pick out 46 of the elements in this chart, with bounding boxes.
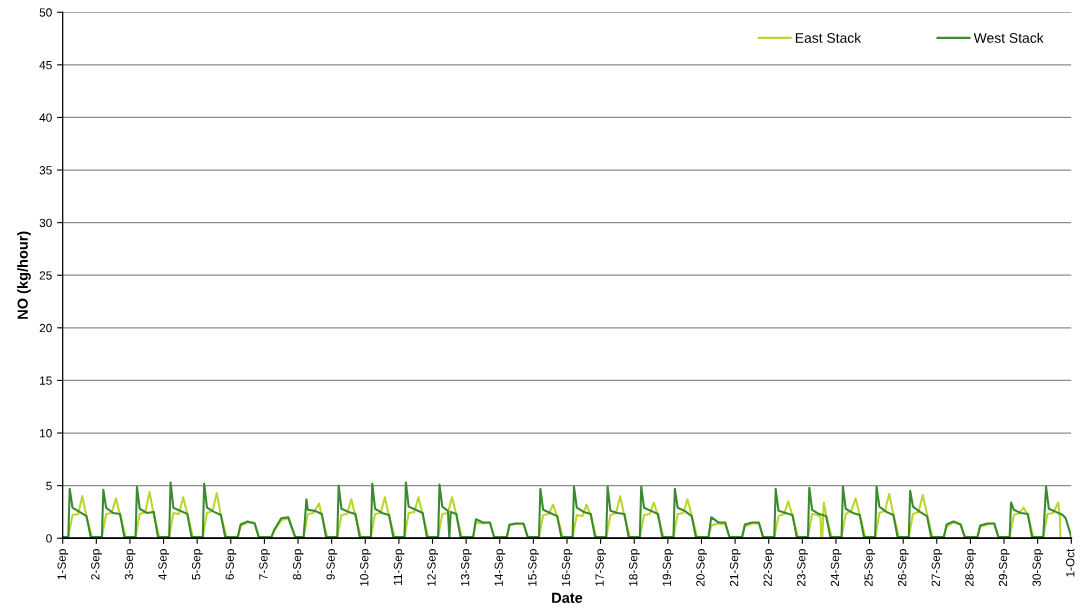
x-tick-label: 17-Sep bbox=[595, 549, 607, 586]
x-tick-label: 25-Sep bbox=[864, 549, 876, 587]
x-tick-label: 24-Sep bbox=[830, 549, 842, 587]
x-axis-title: Date bbox=[552, 592, 583, 603]
x-tick-label: 8-Sep bbox=[292, 549, 304, 580]
x-tick-label: 18-Sep bbox=[629, 549, 640, 586]
x-tick-label: 23-Sep bbox=[797, 549, 808, 587]
y-tick-label: 0 bbox=[46, 534, 52, 543]
x-tick-label: 12-Sep bbox=[427, 549, 439, 586]
x-tick-label: 4-Sep bbox=[158, 549, 170, 580]
x-tick-label: 16-Sep bbox=[561, 549, 573, 586]
x-tick-label: 15-Sep bbox=[528, 549, 539, 586]
x-tick-label: 3-Sep bbox=[124, 549, 136, 580]
y-axis-title: NO (kg/hour) bbox=[17, 231, 31, 319]
y-tick-label: 35 bbox=[39, 166, 52, 175]
x-tick-label: 29-Sep bbox=[998, 549, 1010, 587]
y-tick-label: 20 bbox=[39, 323, 52, 333]
x-tick-label: 6-Sep bbox=[225, 549, 237, 580]
x-tick-label: 22-Sep bbox=[763, 549, 775, 587]
x-tick-label: 28-Sep bbox=[965, 549, 976, 587]
x-tick-label: 1-Sep bbox=[57, 549, 69, 580]
x-tick-label: 20-Sep bbox=[696, 549, 707, 587]
x-tick-label: 13-Sep bbox=[460, 549, 472, 586]
y-tick-label: 45 bbox=[39, 61, 52, 70]
x-tick-label: 30-Sep bbox=[1032, 549, 1044, 587]
y-tick-label: 15 bbox=[40, 376, 52, 385]
x-tick-label: 21-Sep bbox=[729, 549, 741, 587]
y-tick-label: 50 bbox=[39, 8, 52, 17]
y-tick-label: 10 bbox=[40, 429, 52, 438]
y-tick-label: 5 bbox=[46, 481, 52, 491]
y-tick-label: 30 bbox=[39, 218, 52, 228]
x-tick-label: 2-Sep bbox=[91, 549, 102, 580]
legend-label: West Stack bbox=[973, 32, 1044, 43]
y-tick-label: 40 bbox=[39, 113, 52, 122]
x-tick-label: 14-Sep bbox=[494, 549, 506, 586]
x-tick-label: 26-Sep bbox=[897, 549, 909, 587]
y-tick-label: 25 bbox=[39, 271, 52, 280]
x-tick-label: 1-Oct bbox=[1066, 548, 1075, 577]
x-tick-label: 19-Sep bbox=[662, 549, 674, 586]
x-tick-label: 11-Sep bbox=[393, 549, 405, 585]
x-tick-label: 7-Sep bbox=[259, 549, 270, 580]
x-tick-label: 5-Sep bbox=[191, 549, 203, 580]
x-tick-label: 9-Sep bbox=[326, 549, 338, 580]
x-tick-label: 27-Sep bbox=[931, 549, 943, 587]
legend-label: East Stack bbox=[795, 32, 862, 43]
x-tick-label: 10-Sep bbox=[360, 549, 371, 586]
